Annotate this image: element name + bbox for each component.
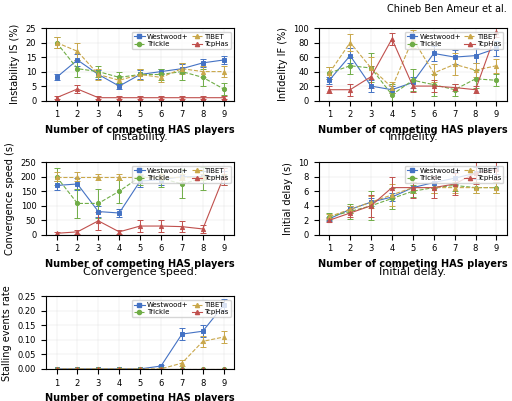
X-axis label: Number of competing HAS players: Number of competing HAS players [45,259,235,269]
X-axis label: Number of competing HAS players: Number of competing HAS players [45,125,235,135]
Y-axis label: Infidelity IF (%): Infidelity IF (%) [278,27,288,101]
Legend: Westwood+, Trickle, TIBET, TcpHas: Westwood+, Trickle, TIBET, TcpHas [132,166,231,183]
Y-axis label: Convergence speed (s): Convergence speed (s) [5,142,15,255]
X-axis label: Number of competing HAS players: Number of competing HAS players [318,259,508,269]
Y-axis label: Stalling events rate: Stalling events rate [3,285,12,381]
Text: Convergence speed.: Convergence speed. [83,267,197,277]
X-axis label: Number of competing HAS players: Number of competing HAS players [318,125,508,135]
Legend: Westwood+, Trickle, TIBET, TcpHas: Westwood+, Trickle, TIBET, TcpHas [132,32,231,49]
Legend: Westwood+, Trickle, TIBET, TcpHas: Westwood+, Trickle, TIBET, TcpHas [405,32,503,49]
Y-axis label: Initial delay (s): Initial delay (s) [283,162,293,235]
Legend: Westwood+, Trickle, TIBET, TcpHas: Westwood+, Trickle, TIBET, TcpHas [132,300,231,318]
X-axis label: Number of competing HAS players: Number of competing HAS players [45,393,235,401]
Text: Infidelity.: Infidelity. [388,132,438,142]
Y-axis label: Instability IS (%): Instability IS (%) [10,24,20,104]
Legend: Westwood+, Trickle, TIBET, TcpHas: Westwood+, Trickle, TIBET, TcpHas [405,166,503,183]
Text: Instability.: Instability. [112,132,168,142]
Text: Chineb Ben Ameur et al.: Chineb Ben Ameur et al. [387,4,507,14]
Text: Initial delay.: Initial delay. [379,267,446,277]
